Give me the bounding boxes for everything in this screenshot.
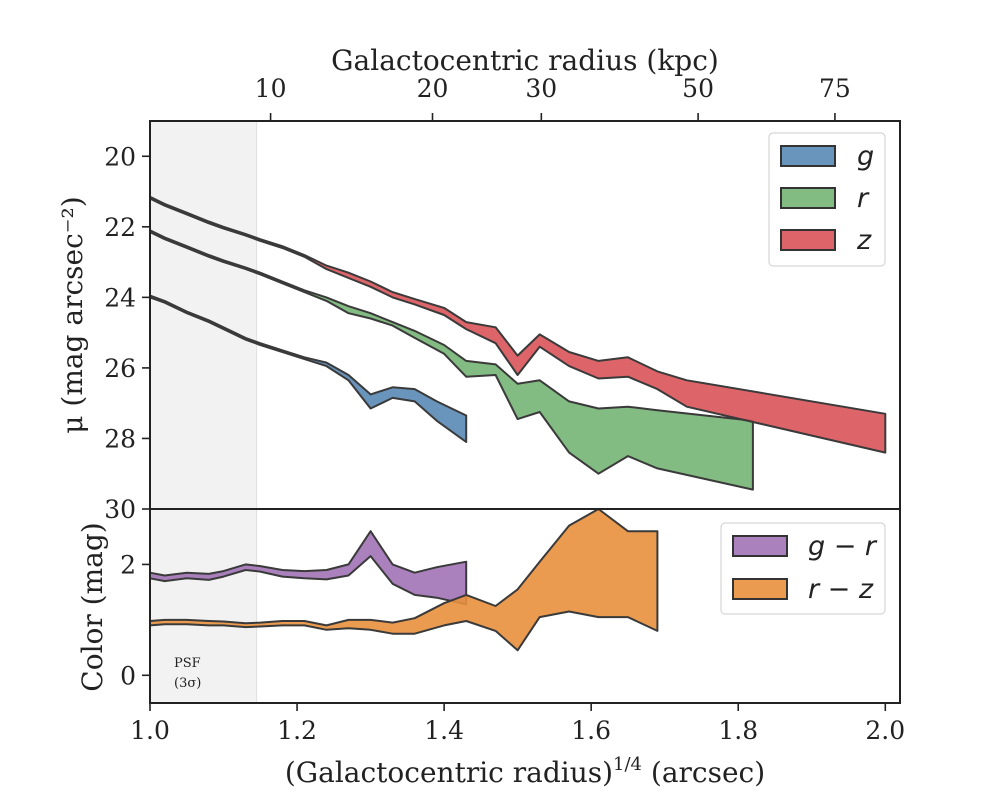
- surface-brightness-bands: [149, 195, 887, 491]
- x-tick-label: 1.6: [571, 716, 611, 745]
- legend-label-g-r: g − r: [808, 531, 878, 562]
- x-axis-title-main: (Galactocentric radius): [285, 756, 613, 789]
- legend-label-g: g: [857, 141, 874, 172]
- x-tick-label: 1.8: [718, 716, 758, 745]
- y-axis-title-bottom: Color (mag): [76, 522, 109, 691]
- legend-label-r: r: [857, 183, 870, 214]
- legend-swatch-g-r: [732, 535, 788, 557]
- x-tick-label: 2.0: [865, 716, 905, 745]
- top-axis-title: Galactocentric radius (kpc): [331, 44, 719, 77]
- y-tick-label-top: 20: [104, 142, 136, 171]
- x-tick-label: 1.4: [424, 716, 464, 745]
- top-x-tick-label: 10: [255, 74, 287, 103]
- x-tick-label: 1.2: [277, 716, 317, 745]
- y-tick-label-top: 26: [104, 354, 136, 383]
- band-r---z: [149, 508, 659, 652]
- legend-surface-brightness: g r z: [768, 132, 886, 267]
- top-x-tick-label: 20: [417, 74, 449, 103]
- psf-label-line1: PSF: [174, 656, 201, 671]
- x-axis-title-unit: (arcsec): [642, 756, 765, 789]
- legend-color: g − r r − z: [720, 522, 886, 615]
- tick-marks: [142, 113, 887, 711]
- y-tick-label-bottom: 0: [120, 661, 136, 690]
- y-axis-title-top: μ (mag arcsec⁻²): [56, 196, 89, 433]
- color-bands: [149, 508, 659, 652]
- legend-swatch-g: [780, 145, 836, 167]
- y-tick-label-top: 30: [104, 495, 136, 524]
- band-r: [149, 229, 754, 491]
- y-tick-label-bottom: 2: [120, 550, 136, 579]
- legend-label-r-z: r − z: [808, 574, 874, 605]
- y-tick-label-top: 24: [104, 283, 136, 312]
- x-tick-label: 1.0: [130, 716, 170, 745]
- x-axis-title: (Galactocentric radius)1/4 (arcsec): [285, 754, 765, 789]
- x-axis-title-superscript: 1/4: [613, 754, 642, 775]
- psf-region-top: [150, 121, 257, 509]
- legend-swatch-z: [780, 229, 836, 251]
- psf-region-bottom: [150, 509, 257, 703]
- legend-swatch-r: [780, 187, 836, 209]
- band-g: [149, 294, 468, 443]
- top-x-tick-label: 50: [682, 74, 714, 103]
- legend-label-z: z: [856, 225, 872, 256]
- psf-label-line2: (3σ): [174, 676, 201, 691]
- bottom-panel-frame: [149, 508, 901, 704]
- band-z: [149, 195, 887, 454]
- top-x-tick-label: 75: [819, 74, 851, 103]
- tick-labels: 1.0 1.2 1.4 1.6 1.8 2.010 20 30 50 75202224262830…: [104, 74, 905, 745]
- legend-swatch-r-z: [732, 578, 788, 600]
- y-tick-label-top: 22: [104, 213, 136, 242]
- y-tick-label-top: 28: [104, 424, 136, 453]
- top-x-tick-label: 30: [525, 74, 557, 103]
